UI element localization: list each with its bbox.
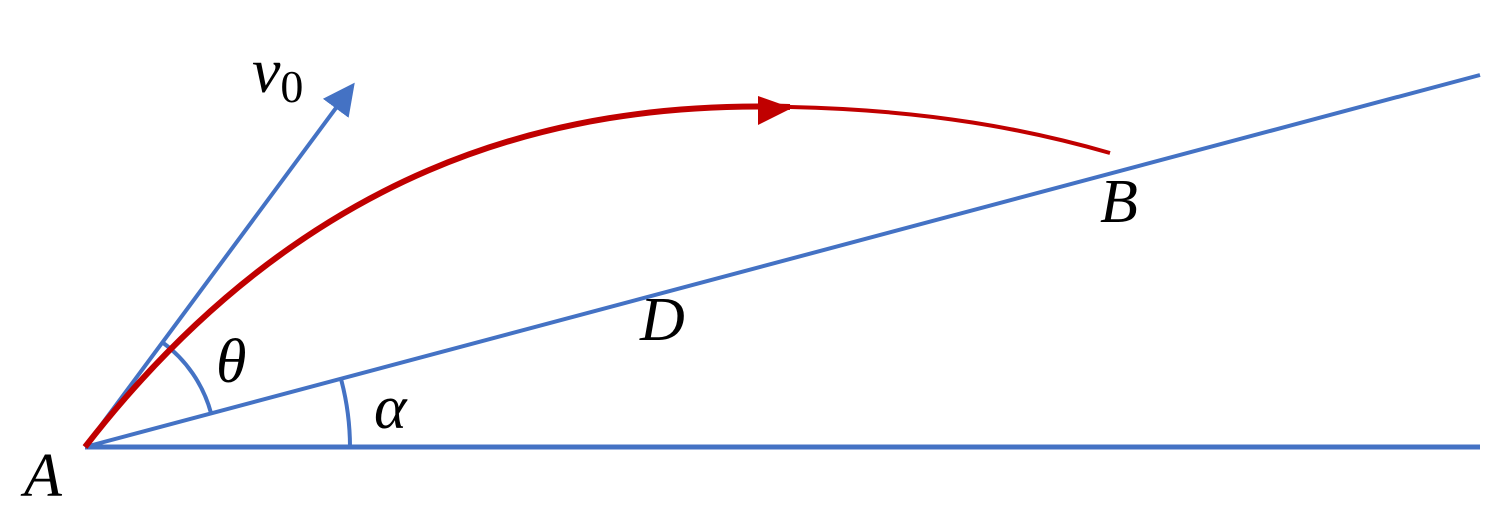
velocity-label: v0: [252, 35, 303, 112]
theta-label: θ: [216, 328, 246, 396]
trajectory: [82, 103, 791, 449]
point-a-label: A: [20, 442, 63, 510]
trajectory-arrowhead: [758, 96, 792, 125]
alpha-arc: [339, 378, 352, 448]
point-d-label: D: [639, 286, 685, 354]
incline-line: [84, 73, 1481, 449]
velocity-subscript: 0: [280, 61, 303, 112]
point-b-label: B: [1100, 168, 1138, 236]
alpha-label: α: [374, 374, 408, 442]
velocity-arrow: [83, 82, 355, 449]
velocity-symbol: v: [252, 35, 281, 106]
trajectory-end: [789, 105, 1111, 155]
